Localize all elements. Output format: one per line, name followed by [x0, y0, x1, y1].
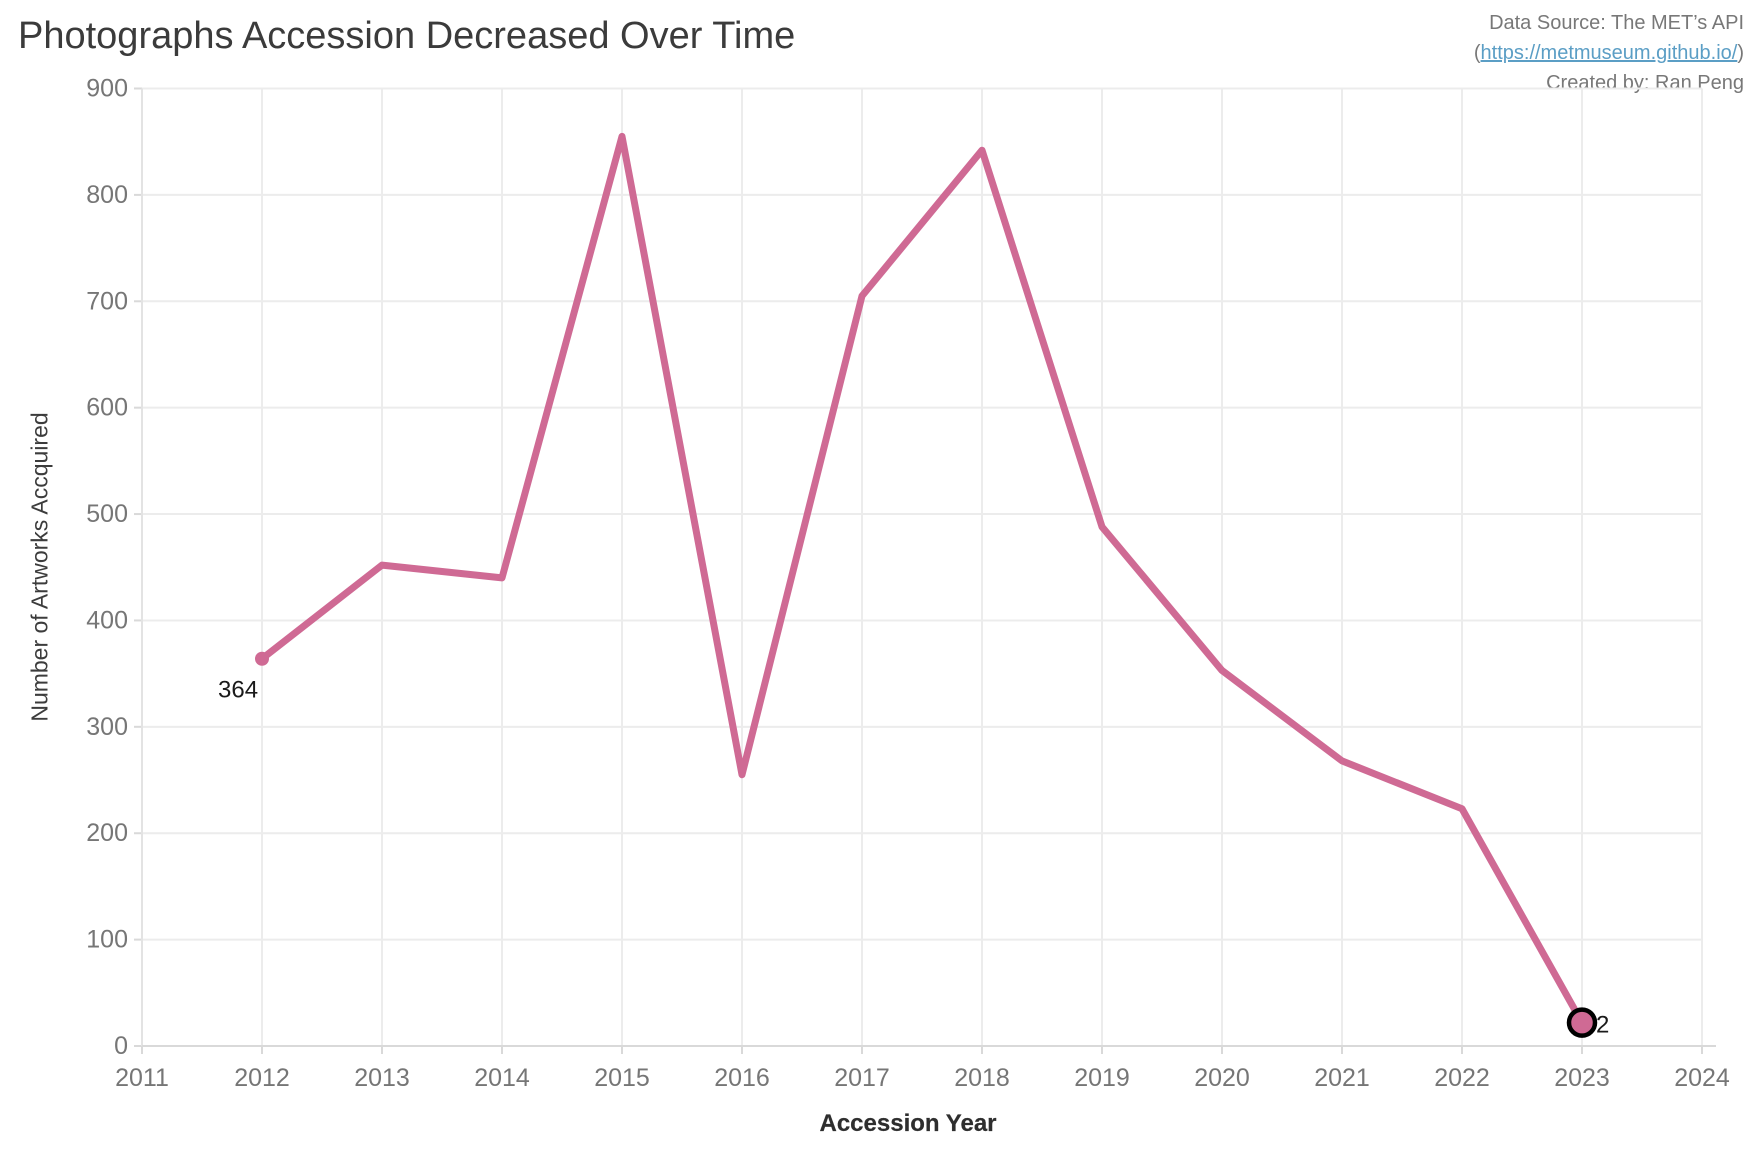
data-source-line: Data Source: The MET’s API: [1489, 12, 1744, 34]
y-tick-label: 500: [86, 500, 128, 528]
y-tick-label: 0: [114, 1032, 128, 1060]
y-tick-label: 200: [86, 819, 128, 847]
x-tick-label: 2022: [1434, 1064, 1490, 1092]
x-tick-label: 2019: [1074, 1064, 1130, 1092]
data-label: 2: [1596, 1012, 1609, 1039]
x-tick-label: 2017: [834, 1064, 890, 1092]
y-tick-label: 700: [86, 287, 128, 315]
y-tick-label: 800: [86, 181, 128, 209]
x-tick-label: 2012: [234, 1064, 290, 1092]
x-tick-label: 2020: [1194, 1064, 1250, 1092]
y-tick-label: 900: [86, 75, 128, 103]
y-tick-label: 400: [86, 606, 128, 634]
x-tick-label: 2024: [1674, 1064, 1730, 1092]
x-tick-label: 2016: [714, 1064, 770, 1092]
x-tick-label: 2015: [594, 1064, 650, 1092]
data-label: 364: [218, 677, 258, 704]
x-tick-label: 2021: [1314, 1064, 1370, 1092]
page-title: Photographs Accession Decreased Over Tim…: [18, 15, 796, 57]
source-link[interactable]: https://metmuseum.github.io/: [1480, 42, 1738, 64]
x-tick-label: 2018: [954, 1064, 1010, 1092]
x-axis-title: Accession Year: [819, 1110, 997, 1137]
first-point-dot[interactable]: [255, 651, 269, 666]
end-point-marker[interactable]: [1566, 1007, 1598, 1038]
x-tick-label: 2013: [354, 1064, 410, 1092]
data-source-link-line: (https://metmuseum.github.io/): [1474, 38, 1744, 68]
paren-open: (: [1473, 42, 1481, 64]
paren-close: ): [1737, 42, 1744, 64]
x-tick-label: 2011: [115, 1064, 169, 1092]
y-tick-label: 100: [86, 926, 128, 954]
trend-line[interactable]: [258, 132, 1586, 1027]
y-tick-label: 300: [86, 713, 128, 741]
y-tick-label: 600: [86, 394, 128, 422]
x-tick-label: 2023: [1554, 1064, 1610, 1092]
x-tick-label: 2014: [474, 1064, 530, 1092]
